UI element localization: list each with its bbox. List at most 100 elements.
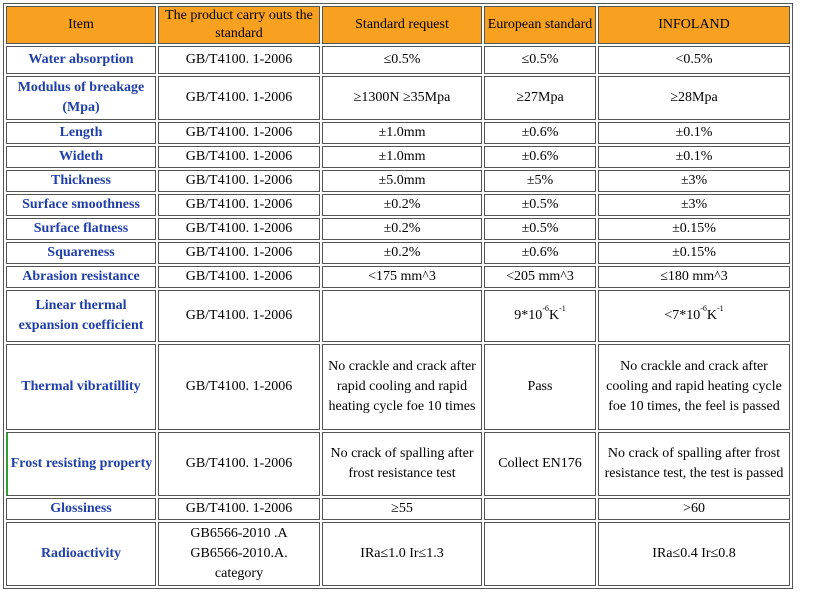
item-cell: Modulus of breakage (Mpa) xyxy=(6,76,156,120)
standard-cell: GB/T4100. 1-2006 xyxy=(158,194,320,216)
table-row: Linear thermal expansion coefficient GB/… xyxy=(6,290,790,342)
standard-line: GB6566-2010.A. xyxy=(190,546,288,561)
european-cell: ±0.6% xyxy=(484,122,596,144)
european-cell: <205 mm^3 xyxy=(484,266,596,288)
item-cell: Linear thermal expansion coefficient xyxy=(6,290,156,342)
european-cell: ±0.6% xyxy=(484,242,596,264)
infoland-exponent: -6 xyxy=(700,304,707,314)
european-cell: Pass xyxy=(484,344,596,430)
item-cell: Abrasion resistance xyxy=(6,266,156,288)
header-standard-request: Standard request xyxy=(322,6,482,44)
infoland-cell: ±3% xyxy=(598,170,790,192)
request-cell: ±5.0mm xyxy=(322,170,482,192)
request-cell: ±1.0mm xyxy=(322,122,482,144)
infoland-cell: ≤180 mm^3 xyxy=(598,266,790,288)
table-row: Thermal vibratillity GB/T4100. 1-2006 No… xyxy=(6,344,790,430)
table-row: Wideth GB/T4100. 1-2006 ±1.0mm ±0.6% ±0.… xyxy=(6,146,790,168)
header-european-standard: European standard xyxy=(484,6,596,44)
request-cell: ≤0.5% xyxy=(322,46,482,74)
standard-cell: GB/T4100. 1-2006 xyxy=(158,146,320,168)
infoland-cell: No crack of spalling after frost resista… xyxy=(598,432,790,496)
standard-cell: GB/T4100. 1-2006 xyxy=(158,498,320,520)
header-product-standard: The product carry outs the standard xyxy=(158,6,320,44)
request-cell: IRa≤1.0 Ir≤1.3 xyxy=(322,522,482,586)
header-row: Item The product carry outs the standard… xyxy=(6,6,790,44)
request-cell: No crack of spalling after frost resista… xyxy=(322,432,482,496)
standard-line: GB6566-2010 .A xyxy=(190,526,288,541)
european-unit-exponent: -1 xyxy=(559,304,566,314)
request-cell: ≥55 xyxy=(322,498,482,520)
infoland-cell: No crackle and crack after cooling and r… xyxy=(598,344,790,430)
table-row: Thickness GB/T4100. 1-2006 ±5.0mm ±5% ±3… xyxy=(6,170,790,192)
infoland-cell: ≥28Mpa xyxy=(598,76,790,120)
specification-table: Item The product carry outs the standard… xyxy=(3,3,793,589)
item-cell: Surface smoothness xyxy=(6,194,156,216)
table-row: Glossiness GB/T4100. 1-2006 ≥55 >60 xyxy=(6,498,790,520)
european-cell xyxy=(484,522,596,586)
table-row: Length GB/T4100. 1-2006 ±1.0mm ±0.6% ±0.… xyxy=(6,122,790,144)
infoland-value: <7*10 xyxy=(664,308,701,323)
european-value: 9*10 xyxy=(514,308,543,323)
european-cell: Collect EN176 xyxy=(484,432,596,496)
item-cell: Thickness xyxy=(6,170,156,192)
table-row: Radioactivity GB6566-2010 .A GB6566-2010… xyxy=(6,522,790,586)
item-cell: Radioactivity xyxy=(6,522,156,586)
infoland-cell: IRa≤0.4 Ir≤0.8 xyxy=(598,522,790,586)
standard-cell: GB/T4100. 1-2006 xyxy=(158,218,320,240)
european-cell: ≤0.5% xyxy=(484,46,596,74)
item-cell: Glossiness xyxy=(6,498,156,520)
infoland-cell: ±0.1% xyxy=(598,122,790,144)
infoland-cell: ±0.1% xyxy=(598,146,790,168)
infoland-unit: K xyxy=(706,308,718,323)
european-cell: ±0.6% xyxy=(484,146,596,168)
infoland-cell: <7*10-6K-1 xyxy=(598,290,790,342)
item-cell: Squareness xyxy=(6,242,156,264)
request-cell: No crackle and crack after rapid cooling… xyxy=(322,344,482,430)
standard-line: category xyxy=(214,566,264,581)
request-cell xyxy=(322,290,482,342)
standard-cell: GB/T4100. 1-2006 xyxy=(158,266,320,288)
request-cell: ±0.2% xyxy=(322,194,482,216)
table-row: Modulus of breakage (Mpa) GB/T4100. 1-20… xyxy=(6,76,790,120)
header-infoland: INFOLAND xyxy=(598,6,790,44)
spec-table-wrapper: Item The product carry outs the standard… xyxy=(3,3,793,589)
standard-cell: GB/T4100. 1-2006 xyxy=(158,242,320,264)
standard-cell: GB/T4100. 1-2006 xyxy=(158,170,320,192)
request-cell: <175 mm^3 xyxy=(322,266,482,288)
infoland-cell: ±3% xyxy=(598,194,790,216)
request-cell: ±0.2% xyxy=(322,242,482,264)
standard-cell: GB/T4100. 1-2006 xyxy=(158,122,320,144)
standard-cell: GB/T4100. 1-2006 xyxy=(158,290,320,342)
standard-cell: GB6566-2010 .A GB6566-2010.A. category xyxy=(158,522,320,586)
table-row: Squareness GB/T4100. 1-2006 ±0.2% ±0.6% … xyxy=(6,242,790,264)
european-cell: ±0.5% xyxy=(484,194,596,216)
item-cell: Frost resisting property xyxy=(6,432,156,496)
european-exponent: -6 xyxy=(542,304,549,314)
european-unit: K xyxy=(548,308,560,323)
standard-cell: GB/T4100. 1-2006 xyxy=(158,344,320,430)
item-cell: Water absorption xyxy=(6,46,156,74)
european-cell xyxy=(484,498,596,520)
header-item: Item xyxy=(6,6,156,44)
item-cell: Wideth xyxy=(6,146,156,168)
infoland-cell: ±0.15% xyxy=(598,218,790,240)
table-row: Surface smoothness GB/T4100. 1-2006 ±0.2… xyxy=(6,194,790,216)
item-cell: Surface flatness xyxy=(6,218,156,240)
item-cell: Thermal vibratillity xyxy=(6,344,156,430)
infoland-cell: >60 xyxy=(598,498,790,520)
european-cell: 9*10-6K-1 xyxy=(484,290,596,342)
standard-cell: GB/T4100. 1-2006 xyxy=(158,76,320,120)
european-cell: ≥27Mpa xyxy=(484,76,596,120)
request-cell: ±1.0mm xyxy=(322,146,482,168)
european-cell: ±0.5% xyxy=(484,218,596,240)
table-row: Water absorption GB/T4100. 1-2006 ≤0.5% … xyxy=(6,46,790,74)
request-cell: ≥1300N ≥35Mpa xyxy=(322,76,482,120)
standard-cell: GB/T4100. 1-2006 xyxy=(158,46,320,74)
european-cell: ±5% xyxy=(484,170,596,192)
table-row: Abrasion resistance GB/T4100. 1-2006 <17… xyxy=(6,266,790,288)
infoland-unit-exponent: -1 xyxy=(717,304,724,314)
infoland-cell: <0.5% xyxy=(598,46,790,74)
table-row: Surface flatness GB/T4100. 1-2006 ±0.2% … xyxy=(6,218,790,240)
standard-cell: GB/T4100. 1-2006 xyxy=(158,432,320,496)
infoland-cell: ±0.15% xyxy=(598,242,790,264)
